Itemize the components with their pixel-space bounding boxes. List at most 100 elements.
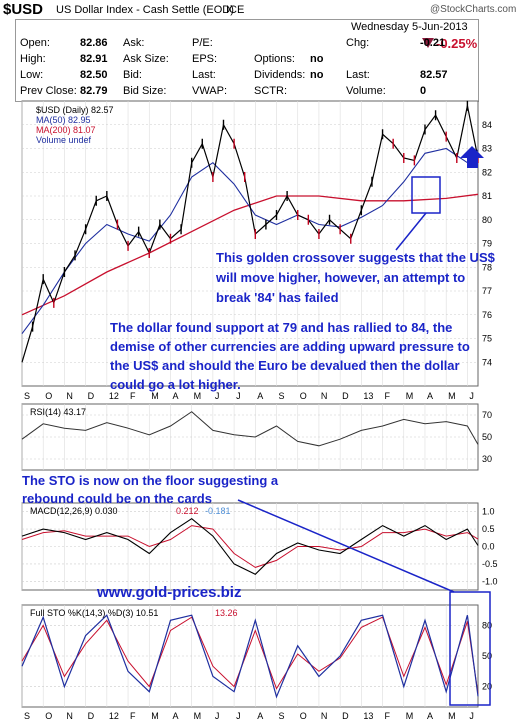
x-tick-label: N [66,711,73,721]
rsi-legend-entry: RSI(14) 43.17 [30,407,86,417]
x-tick-label: O [45,711,52,721]
x-tick-label: J [215,391,220,401]
price-legend-entry: $USD (Daily) 82.57 [36,105,114,115]
chart-name: US Dollar Index - Cash Settle (EOD) [56,4,234,16]
quote-label: Ask: [123,37,145,49]
macd-legend-entry: -0.181 [205,506,231,516]
x-tick-label: A [427,711,433,721]
sto-note: The STO is now on the floor suggesting a… [22,473,279,506]
sto-tick-label: 20 [482,682,492,692]
x-tick-label: F [385,391,391,401]
sto-d-line [21,616,479,694]
x-tick-label: A [427,391,433,401]
price-legend-entry: MA(200) 81.07 [36,125,96,135]
x-tick-label: J [236,391,241,401]
down-triangle-icon [422,38,434,48]
macd-tick-label: -0.5 [482,559,498,569]
quote-label: Last: [346,69,370,81]
macd-tick-label: 1.0 [482,507,495,517]
quote-label: Last: [192,69,216,81]
quote-label: Bid Size: [123,85,167,97]
x-tick-label: N [321,391,328,401]
price-legend-entry: Volume undef [36,135,92,145]
up-arrow-icon [460,146,484,168]
quote-value: 82.79 [80,85,108,97]
x-tick-label: N [66,391,73,401]
x-tick-label: M [151,391,159,401]
rsi-tick-label: 30 [482,454,492,464]
macd-signal-line [21,525,479,568]
quote-box: Wednesday 5-Jun-2013 -0.25% Open: 82.86 As… [15,19,479,102]
quote-label: High: [20,53,46,65]
macd-tick-label: 0.0 [482,542,495,552]
quote-label: SCTR: [254,85,287,97]
quote-date: Wednesday 5-Jun-2013 [351,21,468,33]
x-tick-label: O [300,391,307,401]
x-tick-label: M [406,711,414,721]
x-tick-label: A [257,711,263,721]
quote-label: Dividends: [254,69,306,81]
macd-tick-label: -1.0 [482,576,498,586]
quote-label: VWAP: [192,85,228,97]
x-tick-label: M [448,711,456,721]
x-tick-label: 12 [109,711,119,721]
exchange-label: ICE [226,4,245,16]
pct-change: -0.25% [436,36,478,51]
x-tick-label: D [88,711,95,721]
quote-label: Bid: [123,69,142,81]
rsi-tick-label: 70 [482,410,492,420]
ma200-line [21,193,479,316]
chart-symbol: $USD [3,1,44,18]
quote-value: 82.91 [80,53,108,65]
x-tick-label: A [172,711,178,721]
quote-value: 0 [420,85,427,97]
x-tick-label: J [236,711,241,721]
x-tick-label: N [321,711,328,721]
x-tick-label: M [194,711,202,721]
x-tick-label: F [130,391,136,401]
x-tick-label: M [151,711,159,721]
quote-value: 82.57 [420,69,448,81]
quote-label: Prev Close: [20,85,77,97]
price-tick-label: 76 [482,310,492,320]
quote-value: no [310,53,324,65]
quote-value: 82.86 [80,37,108,49]
price-tick-label: 80 [482,215,492,225]
price-tick-label: 74 [482,357,492,367]
ma50-line [21,147,479,335]
price-tick-label: 77 [482,286,492,296]
quote-label: P/E: [192,37,213,49]
x-tick-label: A [172,391,178,401]
x-tick-label: J [469,711,474,721]
price-tick-label: 81 [482,191,492,201]
quote-label: EPS: [192,53,218,65]
quote-label: Low: [20,69,44,81]
x-tick-label: M [448,391,456,401]
support-note: The dollar found support at 79 and has r… [110,320,470,392]
x-tick-label: M [194,391,202,401]
x-tick-label: F [130,711,136,721]
x-tick-label: J [469,391,474,401]
sto-legend-entry: Full STO %K(14,3) %D(3) 10.51 [30,608,158,618]
price-tick-label: 78 [482,262,492,272]
price-tick-label: 75 [482,334,492,344]
quote-value: no [310,69,324,81]
x-tick-label: S [279,391,285,401]
site-label: www.gold-prices.biz [97,584,242,601]
sto-highlight-box [449,591,491,706]
x-tick-label: S [24,711,30,721]
x-tick-label: S [24,391,30,401]
x-tick-label: M [406,391,414,401]
quote-label: Ask Size: [123,53,169,65]
sto-tick-label: 80 [482,620,492,630]
x-tick-label: D [88,391,95,401]
quote-label: Open: [20,37,50,49]
quote-value: -0.21 [420,37,446,49]
macd-line [21,518,479,575]
x-tick-label: D [342,711,349,721]
rsi-tick-label: 50 [482,432,492,442]
x-tick-label: S [279,711,285,721]
macd-legend-entry: MACD(12,26,9) 0.030 [30,506,118,516]
